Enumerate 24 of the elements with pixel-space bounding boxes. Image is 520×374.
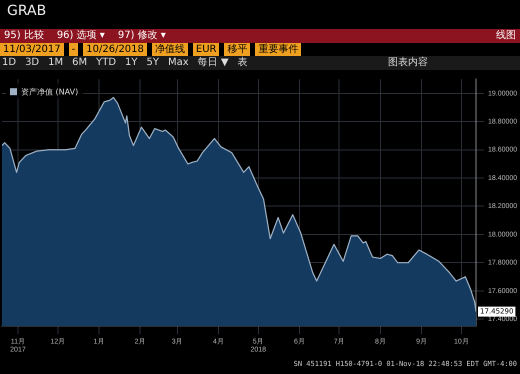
text: 移平 <box>224 43 250 57</box>
text: 图表内容 <box>387 56 429 70</box>
text: Max <box>167 56 190 70</box>
chart-title: GRAB <box>7 3 46 19</box>
text: 96) 选项 ▾ <box>56 29 106 43</box>
text: 6M <box>71 56 88 70</box>
text: 表 <box>236 56 249 70</box>
text: 1D <box>1 56 18 70</box>
text: - <box>68 43 78 57</box>
text: 重要事件 <box>255 43 302 57</box>
text: 1M <box>47 56 64 70</box>
text: 线图 <box>495 29 517 43</box>
text: 5Y <box>146 56 160 70</box>
text: 10/26/2018 <box>83 43 147 57</box>
text: 97) 修改 ▾ <box>116 29 167 43</box>
text: 1Y <box>124 56 139 70</box>
legend-label: 资产净值 (NAV) <box>21 87 78 96</box>
text: YTD <box>95 56 118 70</box>
text: EUR <box>192 43 220 57</box>
text: 95) 比较 <box>3 29 45 43</box>
text: 3D <box>24 56 40 70</box>
text: 每日 ▼ <box>196 56 230 70</box>
text: 11/03/2017 <box>0 43 64 57</box>
text: 净值线 <box>152 43 188 57</box>
